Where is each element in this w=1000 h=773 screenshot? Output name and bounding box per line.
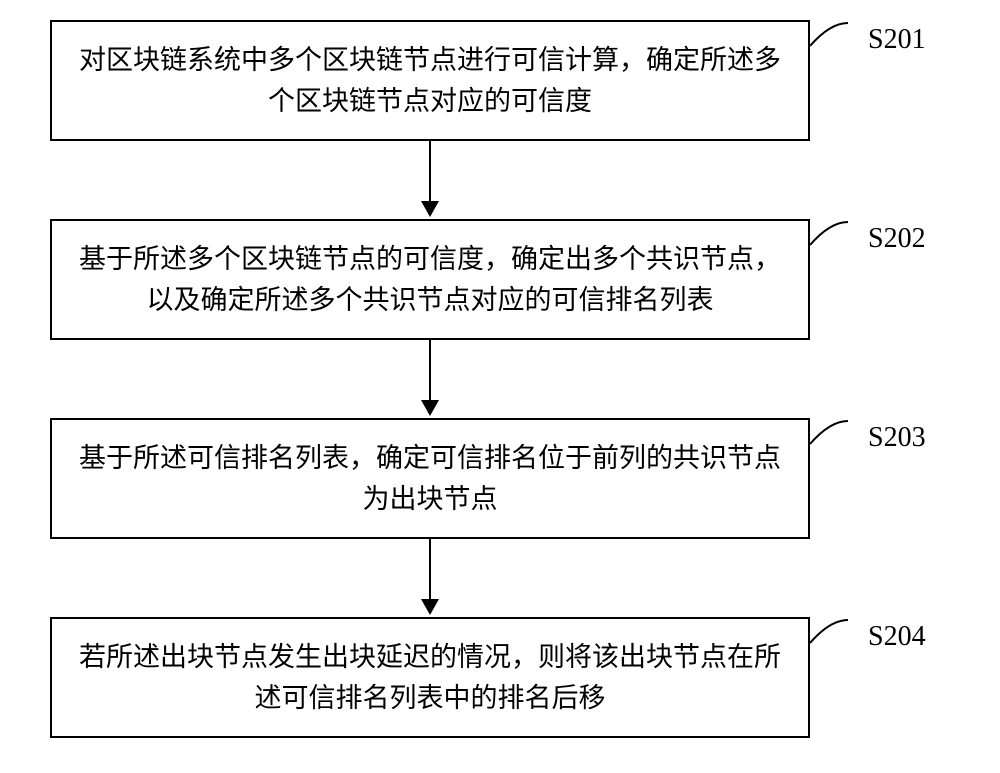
arrow-1 — [50, 141, 810, 219]
step-box-3: 基于所述可信排名列表，确定可信排名位于前列的共识节点为出块节点 — [50, 418, 810, 539]
connector-curve-3 — [808, 418, 848, 498]
step-label-2: S202 — [868, 223, 926, 255]
arrow-3 — [50, 539, 810, 617]
arrow-2 — [50, 340, 810, 418]
step-label-1: S201 — [868, 24, 926, 56]
arrow-line — [429, 141, 431, 201]
connector-curve-4 — [808, 617, 848, 697]
step-box-1: 对区块链系统中多个区块链节点进行可信计算，确定所述多个区块链节点对应的可信度 — [50, 20, 810, 141]
arrow-head — [421, 201, 439, 217]
step-row-3: 基于所述可信排名列表，确定可信排名位于前列的共识节点为出块节点 S203 — [50, 418, 950, 539]
connector-curve-2 — [808, 219, 848, 299]
flowchart-container: 对区块链系统中多个区块链节点进行可信计算，确定所述多个区块链节点对应的可信度 S… — [50, 20, 950, 738]
step-box-4: 若所述出块节点发生出块延迟的情况，则将该出块节点在所述可信排名列表中的排名后移 — [50, 617, 810, 738]
arrow-line — [429, 340, 431, 400]
arrow-head — [421, 400, 439, 416]
step-row-1: 对区块链系统中多个区块链节点进行可信计算，确定所述多个区块链节点对应的可信度 S… — [50, 20, 950, 141]
step-row-2: 基于所述多个区块链节点的可信度，确定出多个共识节点，以及确定所述多个共识节点对应… — [50, 219, 950, 340]
step-box-2: 基于所述多个区块链节点的可信度，确定出多个共识节点，以及确定所述多个共识节点对应… — [50, 219, 810, 340]
step-row-4: 若所述出块节点发生出块延迟的情况，则将该出块节点在所述可信排名列表中的排名后移 … — [50, 617, 950, 738]
step-text: 若所述出块节点发生出块延迟的情况，则将该出块节点在所述可信排名列表中的排名后移 — [79, 642, 781, 713]
step-text: 对区块链系统中多个区块链节点进行可信计算，确定所述多个区块链节点对应的可信度 — [79, 45, 781, 116]
step-text: 基于所述多个区块链节点的可信度，确定出多个共识节点，以及确定所述多个共识节点对应… — [79, 244, 781, 315]
step-label-4: S204 — [868, 621, 926, 653]
arrow-line — [429, 539, 431, 599]
connector-curve-1 — [808, 20, 848, 100]
step-text: 基于所述可信排名列表，确定可信排名位于前列的共识节点为出块节点 — [79, 443, 781, 514]
step-label-3: S203 — [868, 422, 926, 454]
arrow-head — [421, 599, 439, 615]
